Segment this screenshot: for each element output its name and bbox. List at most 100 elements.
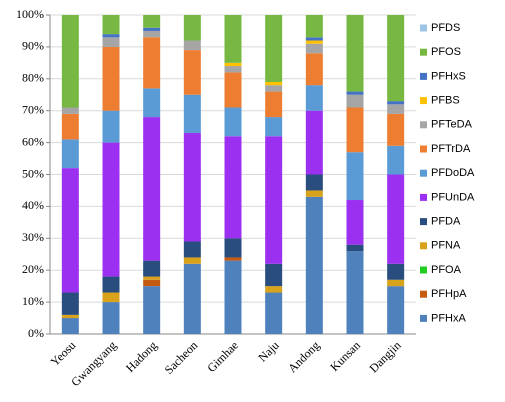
bar-segment (143, 15, 161, 28)
legend-label: PFOA (431, 264, 462, 276)
bar-segment (387, 263, 405, 280)
bar-segment (346, 251, 364, 334)
legend-swatch (420, 121, 427, 129)
bar-segment (224, 66, 242, 73)
x-tick-label: Sacheon (162, 338, 201, 377)
bar-segment (183, 263, 201, 334)
bar-segment (183, 257, 201, 264)
legend-label: PFNA (431, 240, 461, 252)
bar-segment (305, 196, 323, 334)
legend-swatch (420, 193, 427, 201)
x-tick-label: Yeosu (48, 338, 79, 369)
bar-segment (346, 244, 364, 252)
bar-segment (143, 279, 161, 287)
bar-segment (102, 302, 120, 334)
bar-segment (265, 85, 283, 92)
bar-segment (102, 292, 120, 303)
x-tick-label: Kunsan (327, 338, 363, 374)
legend-label: PFTeDA (431, 119, 473, 131)
legend-swatch (420, 266, 427, 274)
bar-segment (102, 34, 120, 38)
x-tick-label: Naju (255, 338, 281, 364)
y-tick-label: 20% (22, 262, 44, 276)
x-tick-label: Gimhae (204, 338, 241, 375)
legend-label: PFBS (431, 95, 460, 107)
bar-segment (143, 286, 161, 334)
bar-segment (61, 15, 79, 108)
legend-label: PFUnDA (431, 191, 475, 203)
bar-segment (305, 37, 323, 41)
y-tick-label: 10% (22, 294, 44, 308)
bar-segment (265, 91, 283, 118)
y-tick-label: 80% (22, 71, 44, 85)
legend-swatch (420, 24, 427, 32)
bar-segment (387, 174, 405, 264)
y-tick-label: 60% (22, 134, 44, 148)
bar-segment (387, 286, 405, 334)
y-tick-label: 90% (22, 39, 44, 53)
x-tick-label: Dangjin (366, 338, 403, 375)
bar-segment (265, 15, 283, 82)
bar-segment (305, 174, 323, 191)
bar-segment (265, 136, 283, 264)
bar-segment (61, 139, 79, 169)
bar-segment (346, 15, 364, 92)
bar-segment (61, 168, 79, 293)
bar-segment (102, 15, 120, 35)
bar-segment (224, 260, 242, 334)
bar-segment (265, 117, 283, 137)
bar-segment (183, 241, 201, 258)
bar-segment (143, 276, 161, 280)
bar-segment (61, 107, 79, 114)
bar-segment (387, 101, 405, 105)
bar-segment (183, 50, 201, 95)
legend-label: PFDS (431, 22, 460, 34)
legend-swatch (420, 169, 427, 177)
bar-segment (305, 40, 323, 44)
x-tick-label: Andong (285, 338, 322, 375)
bar-segment (346, 94, 364, 108)
legend-label: PFHpA (431, 288, 467, 300)
bar-segment (183, 15, 201, 41)
legend-label: PFOS (431, 46, 461, 58)
bar-segment (224, 136, 242, 239)
bar-segment (224, 238, 242, 258)
bar-segment (102, 142, 120, 277)
bar-segment (305, 53, 323, 86)
bar-segment (305, 110, 323, 175)
bar-segment (305, 190, 323, 197)
legend-swatch (420, 218, 427, 226)
bar-segment (143, 27, 161, 31)
y-tick-label: 40% (22, 198, 44, 212)
bar-segment (387, 15, 405, 102)
bar-segment (305, 43, 323, 54)
bar-segment (61, 113, 79, 140)
legend-label: PFTrDA (431, 143, 471, 155)
bar-segment (143, 37, 161, 89)
bar-segment (224, 107, 242, 137)
bar-segment (102, 46, 120, 111)
bar-segment (224, 62, 242, 67)
y-tick-label: 70% (22, 102, 44, 116)
bar-segment (224, 257, 242, 261)
y-tick-label: 50% (22, 166, 44, 180)
bar-segment (61, 314, 79, 319)
bar-segment (143, 117, 161, 261)
bar-segment (387, 145, 405, 175)
bar-segment (387, 104, 405, 114)
legend-swatch (420, 242, 427, 250)
bar-segment (387, 279, 405, 287)
legend-label: PFDA (431, 216, 461, 228)
legend-swatch (420, 145, 427, 153)
bar-segment (265, 81, 283, 86)
bar-segment (387, 113, 405, 146)
bar-segment (224, 15, 242, 63)
bar-segment (183, 40, 201, 51)
y-tick-label: 100% (16, 7, 44, 21)
y-tick-label: 30% (22, 230, 44, 244)
bar-segment (224, 72, 242, 108)
bar-segment (305, 85, 323, 111)
legend-swatch (420, 97, 427, 105)
bar-segment (265, 292, 283, 334)
